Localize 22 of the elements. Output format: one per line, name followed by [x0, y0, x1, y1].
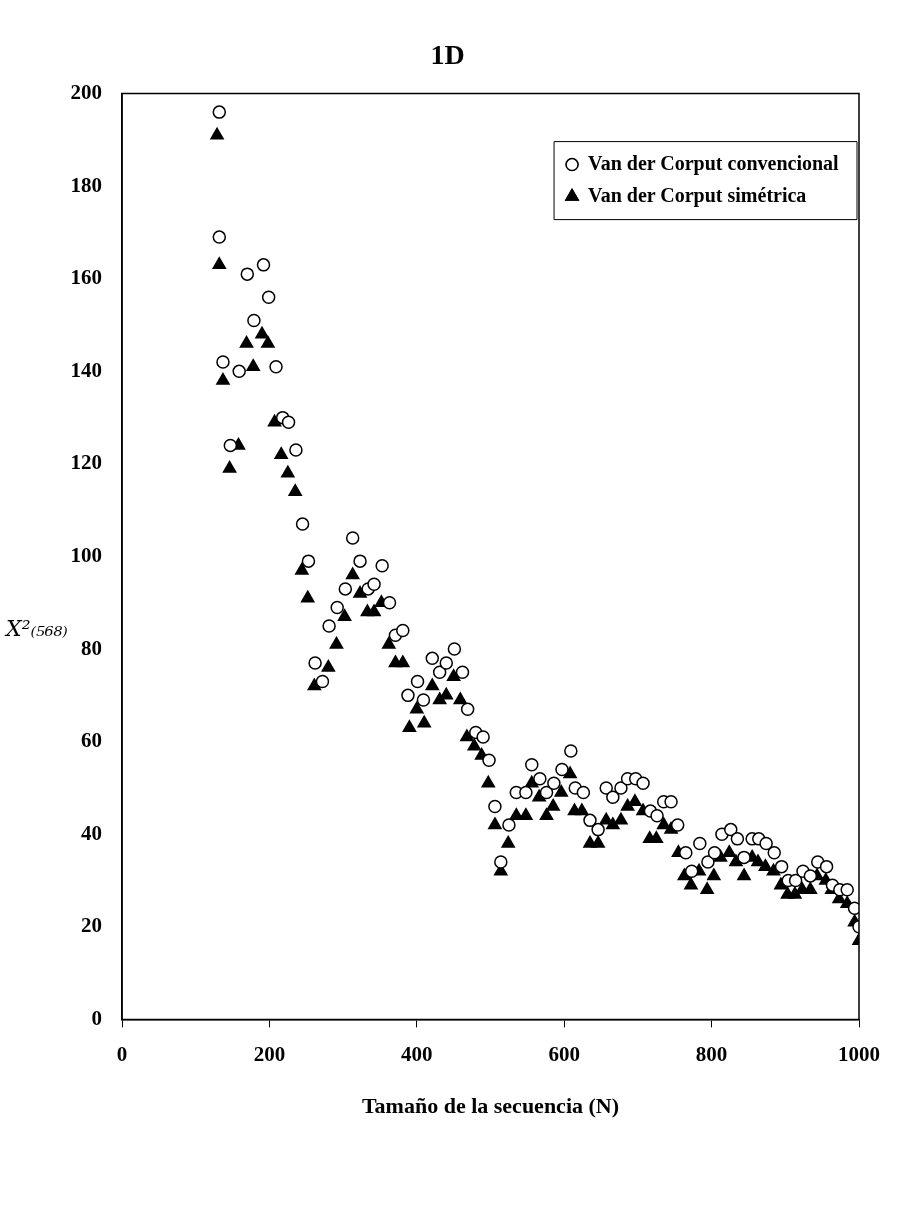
- x-tick-label: 800: [695, 1042, 728, 1067]
- y-tick-label: 0: [91, 1005, 102, 1030]
- y-tick-label: 60: [81, 728, 102, 753]
- legend-label: Van der Corput simétrica: [588, 183, 807, 207]
- y-axis-title: X²₍₅₆₈₎: [4, 616, 68, 642]
- y-tick-label: 80: [81, 635, 102, 660]
- chart-title: 1D: [430, 39, 465, 71]
- x-axis-title: Tamaño de la secuencia (N): [361, 1093, 620, 1119]
- x-tick-label: 200: [253, 1042, 286, 1067]
- y-tick-label: 100: [70, 542, 102, 567]
- x-tick-label: 400: [401, 1042, 433, 1067]
- y-tick-label: 160: [70, 265, 102, 290]
- y-tick-label: 200: [70, 80, 102, 105]
- x-tick-label: 0: [116, 1042, 128, 1067]
- x-tick-label: 600: [548, 1042, 580, 1067]
- y-tick-label: 40: [81, 820, 102, 845]
- legend-label: Van der Corput convencional: [588, 151, 840, 175]
- y-tick-label: 120: [70, 450, 102, 475]
- y-tick-label: 20: [81, 913, 102, 938]
- x-tick-label: 1000: [838, 1042, 880, 1067]
- y-tick-label: 140: [70, 357, 102, 382]
- y-tick-label: 180: [70, 172, 102, 197]
